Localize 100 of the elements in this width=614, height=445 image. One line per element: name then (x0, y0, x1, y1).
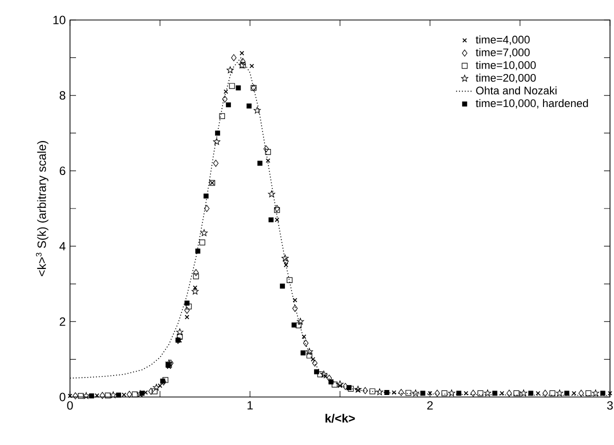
point (456, 390, 462, 396)
point (328, 379, 334, 384)
point (342, 382, 348, 390)
point (406, 390, 412, 396)
legend-label: time=20,000 (476, 74, 536, 84)
point (346, 385, 352, 390)
point (586, 390, 592, 396)
y-tick-label: 6 (60, 166, 66, 176)
point (392, 390, 396, 395)
point (274, 207, 280, 213)
point (152, 384, 160, 391)
point (231, 54, 236, 62)
point (506, 390, 512, 397)
point (200, 229, 208, 236)
point (140, 390, 144, 396)
point (398, 388, 404, 396)
point (266, 158, 270, 163)
point (152, 388, 158, 394)
x-tick-label: 2 (427, 401, 433, 410)
point (286, 277, 292, 284)
x-tick-label: 0 (67, 401, 73, 410)
point (240, 51, 244, 56)
point (376, 388, 384, 396)
y-tick-label: 0 (60, 392, 66, 402)
point (215, 130, 220, 136)
point (306, 352, 312, 358)
x-axis-title: k/<k> (326, 414, 355, 423)
x-tick-label: 3 (607, 401, 613, 410)
point (193, 269, 199, 276)
legend-label: time=10,000 (476, 60, 536, 70)
point (542, 390, 548, 397)
point (126, 390, 132, 398)
point (478, 390, 484, 396)
point (110, 391, 117, 398)
point (104, 392, 111, 398)
point (100, 392, 106, 399)
legend-label: time=7,000 (476, 48, 530, 58)
point (184, 314, 190, 320)
point (326, 374, 332, 382)
point (292, 322, 297, 328)
point (514, 390, 520, 396)
point (448, 390, 456, 396)
point (213, 160, 218, 167)
point (199, 240, 206, 246)
point (213, 138, 220, 145)
y-axis-title: <k>$^{3}$ S(k) (arbitrary scale) (36, 141, 48, 276)
point (257, 160, 262, 166)
point (434, 390, 440, 397)
point (193, 273, 199, 280)
point (332, 382, 338, 388)
point (442, 390, 448, 396)
point (240, 58, 246, 65)
point (265, 149, 271, 155)
point (556, 390, 564, 396)
point (470, 390, 476, 397)
point (520, 390, 528, 396)
y-tick-label: 10 (53, 16, 66, 24)
point (268, 190, 276, 198)
point (184, 300, 190, 306)
point (592, 390, 600, 396)
point (600, 390, 606, 396)
y-tick-label: 4 (59, 242, 66, 250)
point (336, 380, 344, 388)
point (384, 390, 390, 395)
point (78, 392, 84, 399)
point (68, 394, 72, 398)
point (578, 390, 584, 397)
point (314, 369, 320, 374)
point (268, 217, 274, 222)
point (94, 393, 100, 398)
point (292, 304, 298, 312)
point (226, 102, 231, 108)
point (550, 390, 556, 396)
point (224, 89, 228, 94)
point (82, 392, 90, 399)
point (264, 145, 269, 152)
point (354, 386, 362, 392)
point (204, 205, 210, 212)
point (246, 103, 252, 108)
point (370, 388, 376, 394)
point (412, 390, 420, 396)
point (320, 370, 328, 378)
point (236, 85, 241, 90)
point (184, 306, 190, 314)
point (564, 390, 570, 396)
point (136, 390, 144, 398)
point (282, 254, 289, 262)
point (348, 386, 354, 392)
point (312, 360, 318, 367)
point (306, 348, 313, 355)
point (296, 318, 304, 325)
point (492, 390, 498, 396)
point (274, 205, 280, 212)
legend-label: Ohta and Nozaki (476, 86, 556, 94)
point (72, 392, 78, 400)
point (254, 106, 261, 114)
point (280, 284, 285, 289)
point (296, 322, 302, 328)
point (168, 360, 174, 367)
point (219, 113, 225, 120)
